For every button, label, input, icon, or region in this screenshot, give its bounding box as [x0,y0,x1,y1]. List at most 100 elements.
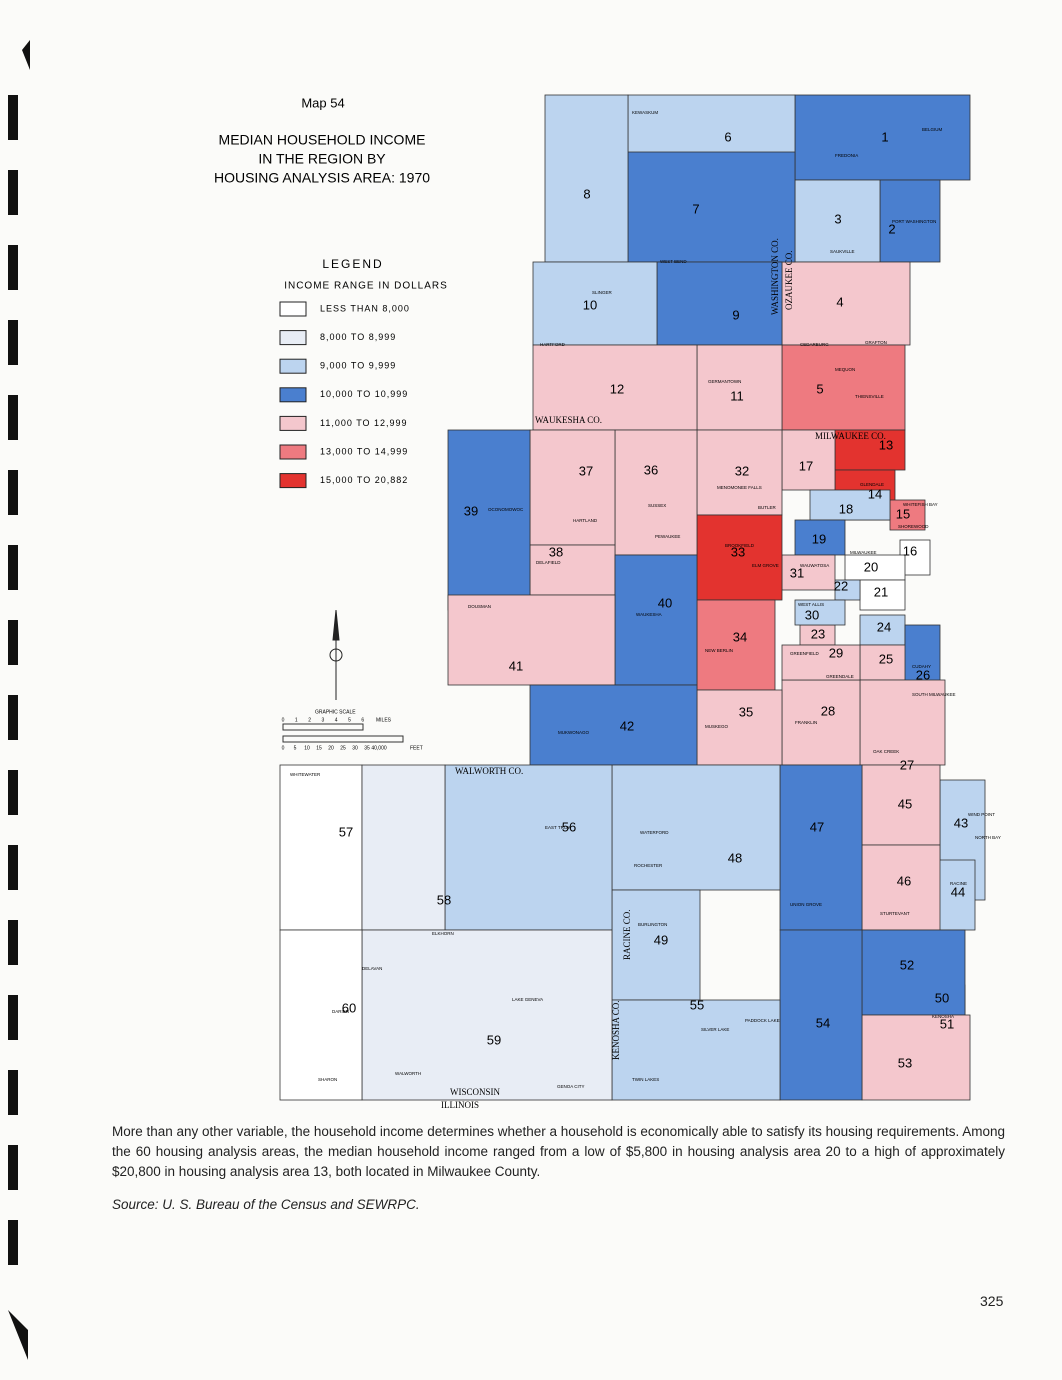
place-name: WATERFORD [640,830,669,835]
area-number: 4 [836,294,843,309]
title-line: HOUSING ANALYSIS AREA: 1970 [214,170,430,186]
area [447,594,616,686]
county-label: MILWAUKEE CO. [815,431,886,441]
area [834,429,906,471]
area-number: 57 [339,824,353,839]
place-name: ROCHESTER [634,863,663,868]
place-name: SUSSEX [648,503,666,508]
area-number: 44 [951,884,965,899]
area [794,94,971,181]
scale-label: 25 [340,745,346,751]
scale-label: 10 [304,745,310,751]
place-name: SOUTH MILWAUKEE [912,692,956,697]
place-name: WEST ALLIS [798,602,824,607]
scale-label: 6 [361,717,364,723]
area [656,261,783,346]
area-number: 7 [692,201,699,216]
scale-title: GRAPHIC SCALE [315,709,356,715]
place-name: GREENDALE [826,674,854,679]
area-number: 32 [735,463,749,478]
area [614,429,698,556]
scale-label: 4 [335,717,338,723]
area-number: 59 [487,1032,501,1047]
area-number: 27 [900,757,914,772]
legend-label: LESS THAN 8,000 [320,303,410,313]
place-name: KENOSHA [932,1014,954,1019]
area [861,929,966,1016]
area-number: 11 [730,388,744,403]
area-number: 37 [579,463,593,478]
place-name: MILWAUKEE [850,550,877,555]
legend-swatch [279,387,307,403]
place-name: WAUKESHA [636,612,662,617]
place-name: WHITEWATER [290,772,321,777]
area [809,489,891,521]
place-name: WHITEFISH BAY [903,502,938,507]
area-number: 31 [790,565,804,580]
county-label: ILLINOIS [441,1100,479,1110]
area [794,599,846,626]
scale-label: 1 [295,717,298,723]
area-number: 22 [834,578,848,593]
place-name: BROOKFIELD [725,543,755,548]
place-name: PADDOCK LAKE [745,1018,780,1023]
area [781,344,906,431]
county-label: WAUKESHA CO. [535,415,602,425]
area-number: 52 [900,957,914,972]
place-name: ELKHORN [432,931,454,936]
area [781,644,861,681]
place-name: MENOMONEE FALLS [717,485,762,490]
place-name: OCONOMOWOC [488,507,524,512]
place-name: LAKE GENEVA [512,997,543,1002]
area [361,929,613,1101]
area-number: 51 [940,1016,954,1031]
area-number: 55 [690,997,704,1012]
area-number: 10 [583,297,597,312]
area [861,1014,971,1101]
area-number: 26 [916,667,930,682]
legend-swatch [279,301,307,317]
place-name: BUTLER [758,505,777,510]
legend-label: 11,000 TO 12,999 [320,418,408,428]
area [696,599,776,691]
area-number: 40 [658,595,672,610]
place-name: CUDAHY [912,664,931,669]
area-number: 16 [903,543,917,558]
area-number: 2 [888,221,895,236]
legend-swatch [279,444,307,460]
scale-label: 3 [322,717,325,723]
area [529,544,616,596]
place-name: SHARON [318,1077,337,1082]
area-number: 25 [879,651,893,666]
area-number: 38 [549,544,563,559]
area [614,554,698,686]
body-paragraph: More than any other variable, the househ… [112,1124,1006,1179]
page-number: 325 [980,1293,1004,1309]
legend-subtitle: INCOME RANGE IN DOLLARS [284,281,448,292]
place-name: SLINGER [592,290,613,295]
area-number: 39 [464,503,478,518]
source: Source: U. S. Bureau of the Census and S… [112,1197,420,1212]
place-name: WALWORTH [395,1071,421,1076]
area [879,179,941,263]
place-name: PORT WASHINGTON [892,219,936,224]
legend-swatch [279,415,307,431]
place-name: GERMANTOWN [708,379,741,384]
place-name: GLENDALE [860,482,884,487]
place-name: WEST BEND [660,259,687,264]
area [361,764,446,931]
area-number: 41 [509,658,523,673]
scale-label: 2 [308,717,311,723]
place-name: DELAFIELD [536,560,561,565]
place-name: TWIN LAKES [632,1077,659,1082]
legend-label: 15,000 TO 20,882 [320,475,408,485]
area-number: 8 [583,186,590,201]
area-number: 49 [654,932,668,947]
scale-label: 40,000 [371,745,387,751]
area-number: 30 [805,607,819,622]
place-name: FRANKLIN [795,720,817,725]
area [781,554,836,591]
